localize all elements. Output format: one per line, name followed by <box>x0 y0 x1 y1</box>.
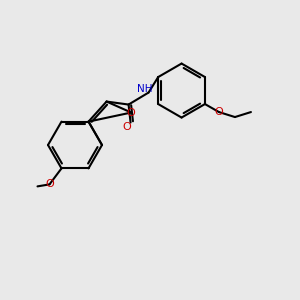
Text: O: O <box>122 122 131 132</box>
Text: O: O <box>214 107 223 117</box>
Text: O: O <box>45 179 54 189</box>
Text: NH: NH <box>137 84 152 94</box>
Text: O: O <box>127 107 136 118</box>
